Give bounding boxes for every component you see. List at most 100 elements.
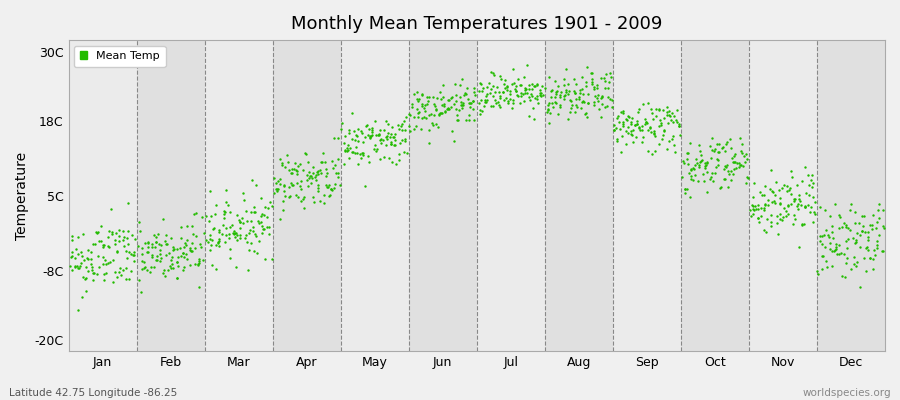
Point (260, 224, 274, 231)
Point (832, 225, 846, 232)
Point (383, 134, 398, 140)
Point (518, 85, 532, 92)
Point (311, 168, 326, 174)
Point (194, 244, 209, 250)
Point (581, 91, 596, 98)
Point (694, 158, 708, 164)
Point (436, 101, 451, 107)
Point (141, 249, 156, 256)
Point (767, 197, 781, 204)
Point (564, 105, 579, 111)
Point (65, 237, 79, 244)
Point (565, 102, 580, 108)
Point (388, 142, 402, 148)
Point (422, 127, 436, 133)
Point (428, 107, 443, 114)
Point (778, 208, 793, 214)
Point (616, 121, 630, 127)
Point (116, 234, 130, 240)
Point (456, 92, 471, 98)
Point (322, 182, 337, 188)
Point (491, 89, 506, 95)
Point (850, 229, 865, 236)
Point (689, 160, 704, 166)
Point (477, 102, 491, 109)
Point (381, 130, 395, 136)
Point (480, 97, 494, 104)
Point (525, 86, 539, 92)
Point (710, 156, 724, 162)
Point (68, 246, 83, 252)
Point (788, 212, 802, 219)
Point (852, 232, 867, 238)
Point (297, 150, 311, 156)
Point (340, 146, 355, 153)
Point (662, 108, 676, 114)
Point (632, 106, 646, 112)
Point (832, 242, 846, 248)
Point (780, 210, 795, 217)
Point (64, 254, 78, 260)
Point (490, 83, 504, 90)
Point (294, 186, 309, 192)
Point (374, 136, 389, 142)
Point (358, 134, 373, 140)
Point (485, 83, 500, 90)
Point (634, 139, 649, 145)
Point (77, 257, 92, 263)
Point (765, 198, 779, 205)
Point (97, 276, 112, 283)
Point (700, 169, 715, 176)
Point (277, 193, 292, 199)
Point (736, 163, 751, 169)
Point (726, 166, 741, 172)
Point (842, 226, 857, 233)
Point (99, 261, 113, 267)
Point (191, 262, 205, 268)
Point (592, 106, 607, 112)
Point (590, 82, 604, 88)
Point (819, 227, 833, 234)
Point (773, 210, 788, 217)
Point (290, 167, 304, 174)
Point (378, 118, 392, 124)
Point (594, 100, 608, 107)
Point (568, 90, 582, 96)
Point (364, 132, 379, 139)
Point (686, 177, 700, 183)
Point (804, 176, 818, 183)
Point (487, 72, 501, 78)
Point (170, 262, 184, 269)
Point (367, 118, 382, 124)
Point (644, 129, 658, 135)
Point (174, 235, 188, 241)
Point (850, 239, 864, 245)
Point (534, 93, 548, 99)
Point (540, 109, 554, 116)
Point (205, 262, 220, 268)
Point (813, 238, 827, 244)
Point (578, 111, 592, 118)
Point (407, 114, 421, 120)
Point (518, 86, 533, 92)
Point (680, 150, 694, 157)
Point (273, 181, 287, 188)
Point (476, 85, 491, 92)
Point (271, 186, 285, 192)
Point (760, 202, 775, 208)
Point (624, 121, 638, 127)
Point (629, 134, 643, 140)
Point (380, 133, 394, 140)
Point (277, 188, 292, 194)
Point (131, 277, 146, 283)
Point (760, 196, 775, 203)
Point (302, 175, 316, 182)
Point (296, 194, 310, 200)
Point (212, 242, 226, 249)
Point (228, 230, 242, 236)
Point (781, 187, 796, 194)
Point (698, 164, 713, 171)
Point (288, 159, 302, 166)
Point (203, 212, 218, 219)
Point (435, 101, 449, 108)
